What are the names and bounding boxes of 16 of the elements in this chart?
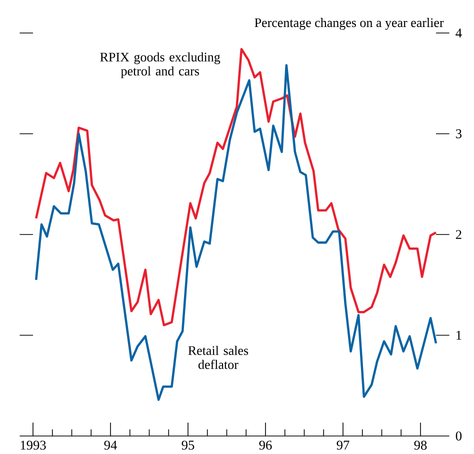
series-label: RPIX goods excluding petrol and cars — [100, 52, 220, 78]
x-tick-label: 98 — [414, 440, 427, 450]
y-tick-label: 4 — [456, 28, 462, 38]
line-series — [34, 48, 438, 326]
x-tick-label: 96 — [259, 440, 272, 450]
x-tick-label: 95 — [182, 440, 194, 450]
y-tick-label: 0 — [456, 432, 462, 440]
x-tick-label: 97 — [336, 440, 350, 450]
line-series — [34, 64, 438, 401]
x-tick-label: 1993 — [20, 440, 46, 450]
y-tick-label: 3 — [456, 129, 462, 138]
series-label: Retail sales deflator — [188, 346, 248, 369]
y-tick-label: 2 — [456, 230, 462, 239]
y-tick-label: 1 — [456, 330, 462, 340]
y-axis-title: Percentage changes on a year earlier — [254, 18, 444, 30]
x-tick-label: 94 — [104, 440, 117, 450]
